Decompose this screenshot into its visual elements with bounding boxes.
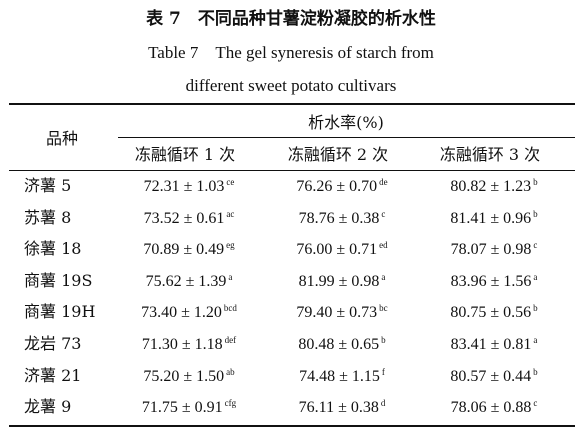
cell: 83.41 ± 0.81 a <box>451 336 538 353</box>
cell-significance: de <box>379 177 388 187</box>
cell-value: 70.89 ± 0.49 <box>143 241 225 259</box>
cell-significance: ab <box>226 366 235 377</box>
cell: 76.00 ± 0.71 ed <box>296 241 387 258</box>
cell-value: 76.00 ± 0.71 <box>296 241 378 259</box>
cell-value: 71.30 ± 1.18 <box>141 336 223 353</box>
cell-significance: ac <box>226 208 235 219</box>
cell-value: 80.75 ± 0.56 <box>450 304 532 322</box>
cell: 81.99 ± 0.98 a <box>298 271 386 290</box>
cell-value: 80.82 ± 1.23 <box>450 178 532 195</box>
cell-significance: bcd <box>223 303 237 314</box>
corner-header: 品种 <box>45 129 79 148</box>
cell: 80.82 ± 1.23 b <box>450 178 537 195</box>
cell-significance: f <box>381 366 385 377</box>
cell: 74.48 ± 1.15 f <box>299 366 385 385</box>
cell-significance: ed <box>379 240 388 251</box>
variety: 济薯 21 <box>24 365 82 385</box>
top-rule <box>9 103 575 105</box>
cell: 80.57 ± 0.44 b <box>450 366 538 385</box>
cell-significance: b <box>381 335 386 345</box>
variety: 苏薯 8 <box>24 207 72 227</box>
cell: 78.76 ± 0.38 c <box>298 208 386 227</box>
cell-significance: d <box>380 398 386 409</box>
cell: 71.30 ± 1.18 def <box>142 336 236 353</box>
cell-significance: c <box>533 240 538 251</box>
cell-value: 76.11 ± 0.38 <box>298 399 379 417</box>
cell-significance: b <box>533 366 538 377</box>
cell-significance: a <box>533 271 538 282</box>
cell-significance: bc <box>379 303 388 314</box>
cell-value: 71.75 ± 0.91 <box>141 399 223 417</box>
cell: 73.52 ± 0.61 ac <box>143 208 235 227</box>
cell: 72.31 ± 1.03 ce <box>144 178 235 195</box>
cell: 71.75 ± 0.91 cfg <box>142 399 236 416</box>
cell-value: 83.41 ± 0.81 <box>450 336 532 353</box>
cell-value: 73.40 ± 1.20 <box>141 304 222 322</box>
cell: 80.48 ± 0.65 b <box>298 336 385 353</box>
group-rule <box>118 137 575 138</box>
cell-value: 79.40 ± 0.73 <box>296 304 378 322</box>
cell-value: 81.99 ± 0.98 <box>298 272 380 290</box>
variety: 龙薯 9 <box>24 397 72 417</box>
cell-value: 74.48 ± 1.15 <box>299 367 380 385</box>
cell-value: 78.07 ± 0.98 <box>450 241 532 259</box>
cell-value: 72.31 ± 1.03 <box>143 178 225 195</box>
cell-value: 76.26 ± 0.70 <box>296 178 378 195</box>
cell-value: 75.20 ± 1.50 <box>143 367 225 385</box>
cell-value: 75.62 ± 1.39 <box>145 272 227 290</box>
cell: 76.11 ± 0.38 d <box>299 399 386 416</box>
title-cn: 表 7 不同品种甘薯淀粉凝胶的析水性 <box>146 9 436 29</box>
cell-significance: b <box>533 303 538 314</box>
cell-significance: c <box>381 208 386 219</box>
header-rule <box>9 170 575 171</box>
column-header: 冻融循环 1 次 <box>134 145 236 164</box>
cell-value: 78.06 ± 0.88 <box>450 399 532 417</box>
cell-significance: ce <box>226 177 235 187</box>
cell-value: 80.48 ± 0.65 <box>298 336 380 353</box>
cell: 73.40 ± 1.20 bcd <box>141 304 237 321</box>
cell: 79.40 ± 0.73 bc <box>296 304 387 321</box>
variety: 商薯 19H <box>24 302 96 322</box>
variety: 徐薯 18 <box>24 239 82 259</box>
cell: 75.62 ± 1.39 a <box>145 271 233 290</box>
cell: 78.06 ± 0.88 c <box>451 399 538 416</box>
bottom-rule <box>9 425 575 427</box>
cell: 83.96 ± 1.56 a <box>450 271 538 290</box>
cell-significance: b <box>533 177 538 187</box>
cell-value: 73.52 ± 0.61 <box>143 209 225 227</box>
cell: 70.89 ± 0.49 eg <box>143 241 234 258</box>
cell-significance: c <box>533 398 538 409</box>
column-header: 冻融循环 3 次 <box>439 145 541 164</box>
cell-significance: a <box>533 335 538 345</box>
variety: 龙岩 73 <box>24 334 82 353</box>
title-en: different sweet potato cultivars <box>185 76 397 95</box>
cell-value: 83.96 ± 1.56 <box>450 272 532 290</box>
cell: 81.41 ± 0.96 b <box>450 208 538 227</box>
cell: 80.75 ± 0.56 b <box>450 304 537 321</box>
cell-value: 78.76 ± 0.38 <box>298 209 380 227</box>
cell-significance: a <box>228 271 233 282</box>
cell-value: 81.41 ± 0.96 <box>450 209 532 227</box>
variety: 商薯 19S <box>24 270 93 290</box>
column-header: 冻融循环 2 次 <box>287 145 389 164</box>
variety: 济薯 5 <box>24 176 72 195</box>
cell: 76.26 ± 0.70 de <box>296 178 387 195</box>
cell-significance: eg <box>226 240 235 251</box>
group-header: 析水率(%) <box>308 113 384 132</box>
cell-significance: b <box>533 208 538 219</box>
cell-significance: cfg <box>224 398 237 409</box>
cell-value: 80.57 ± 0.44 <box>450 367 532 385</box>
cell-significance: def <box>224 335 237 345</box>
cell: 78.07 ± 0.98 c <box>451 241 538 258</box>
cell: 75.20 ± 1.50 ab <box>143 366 235 385</box>
title-en: Table 7 The gel syneresis of starch from <box>148 43 434 62</box>
cell-significance: a <box>381 271 386 282</box>
